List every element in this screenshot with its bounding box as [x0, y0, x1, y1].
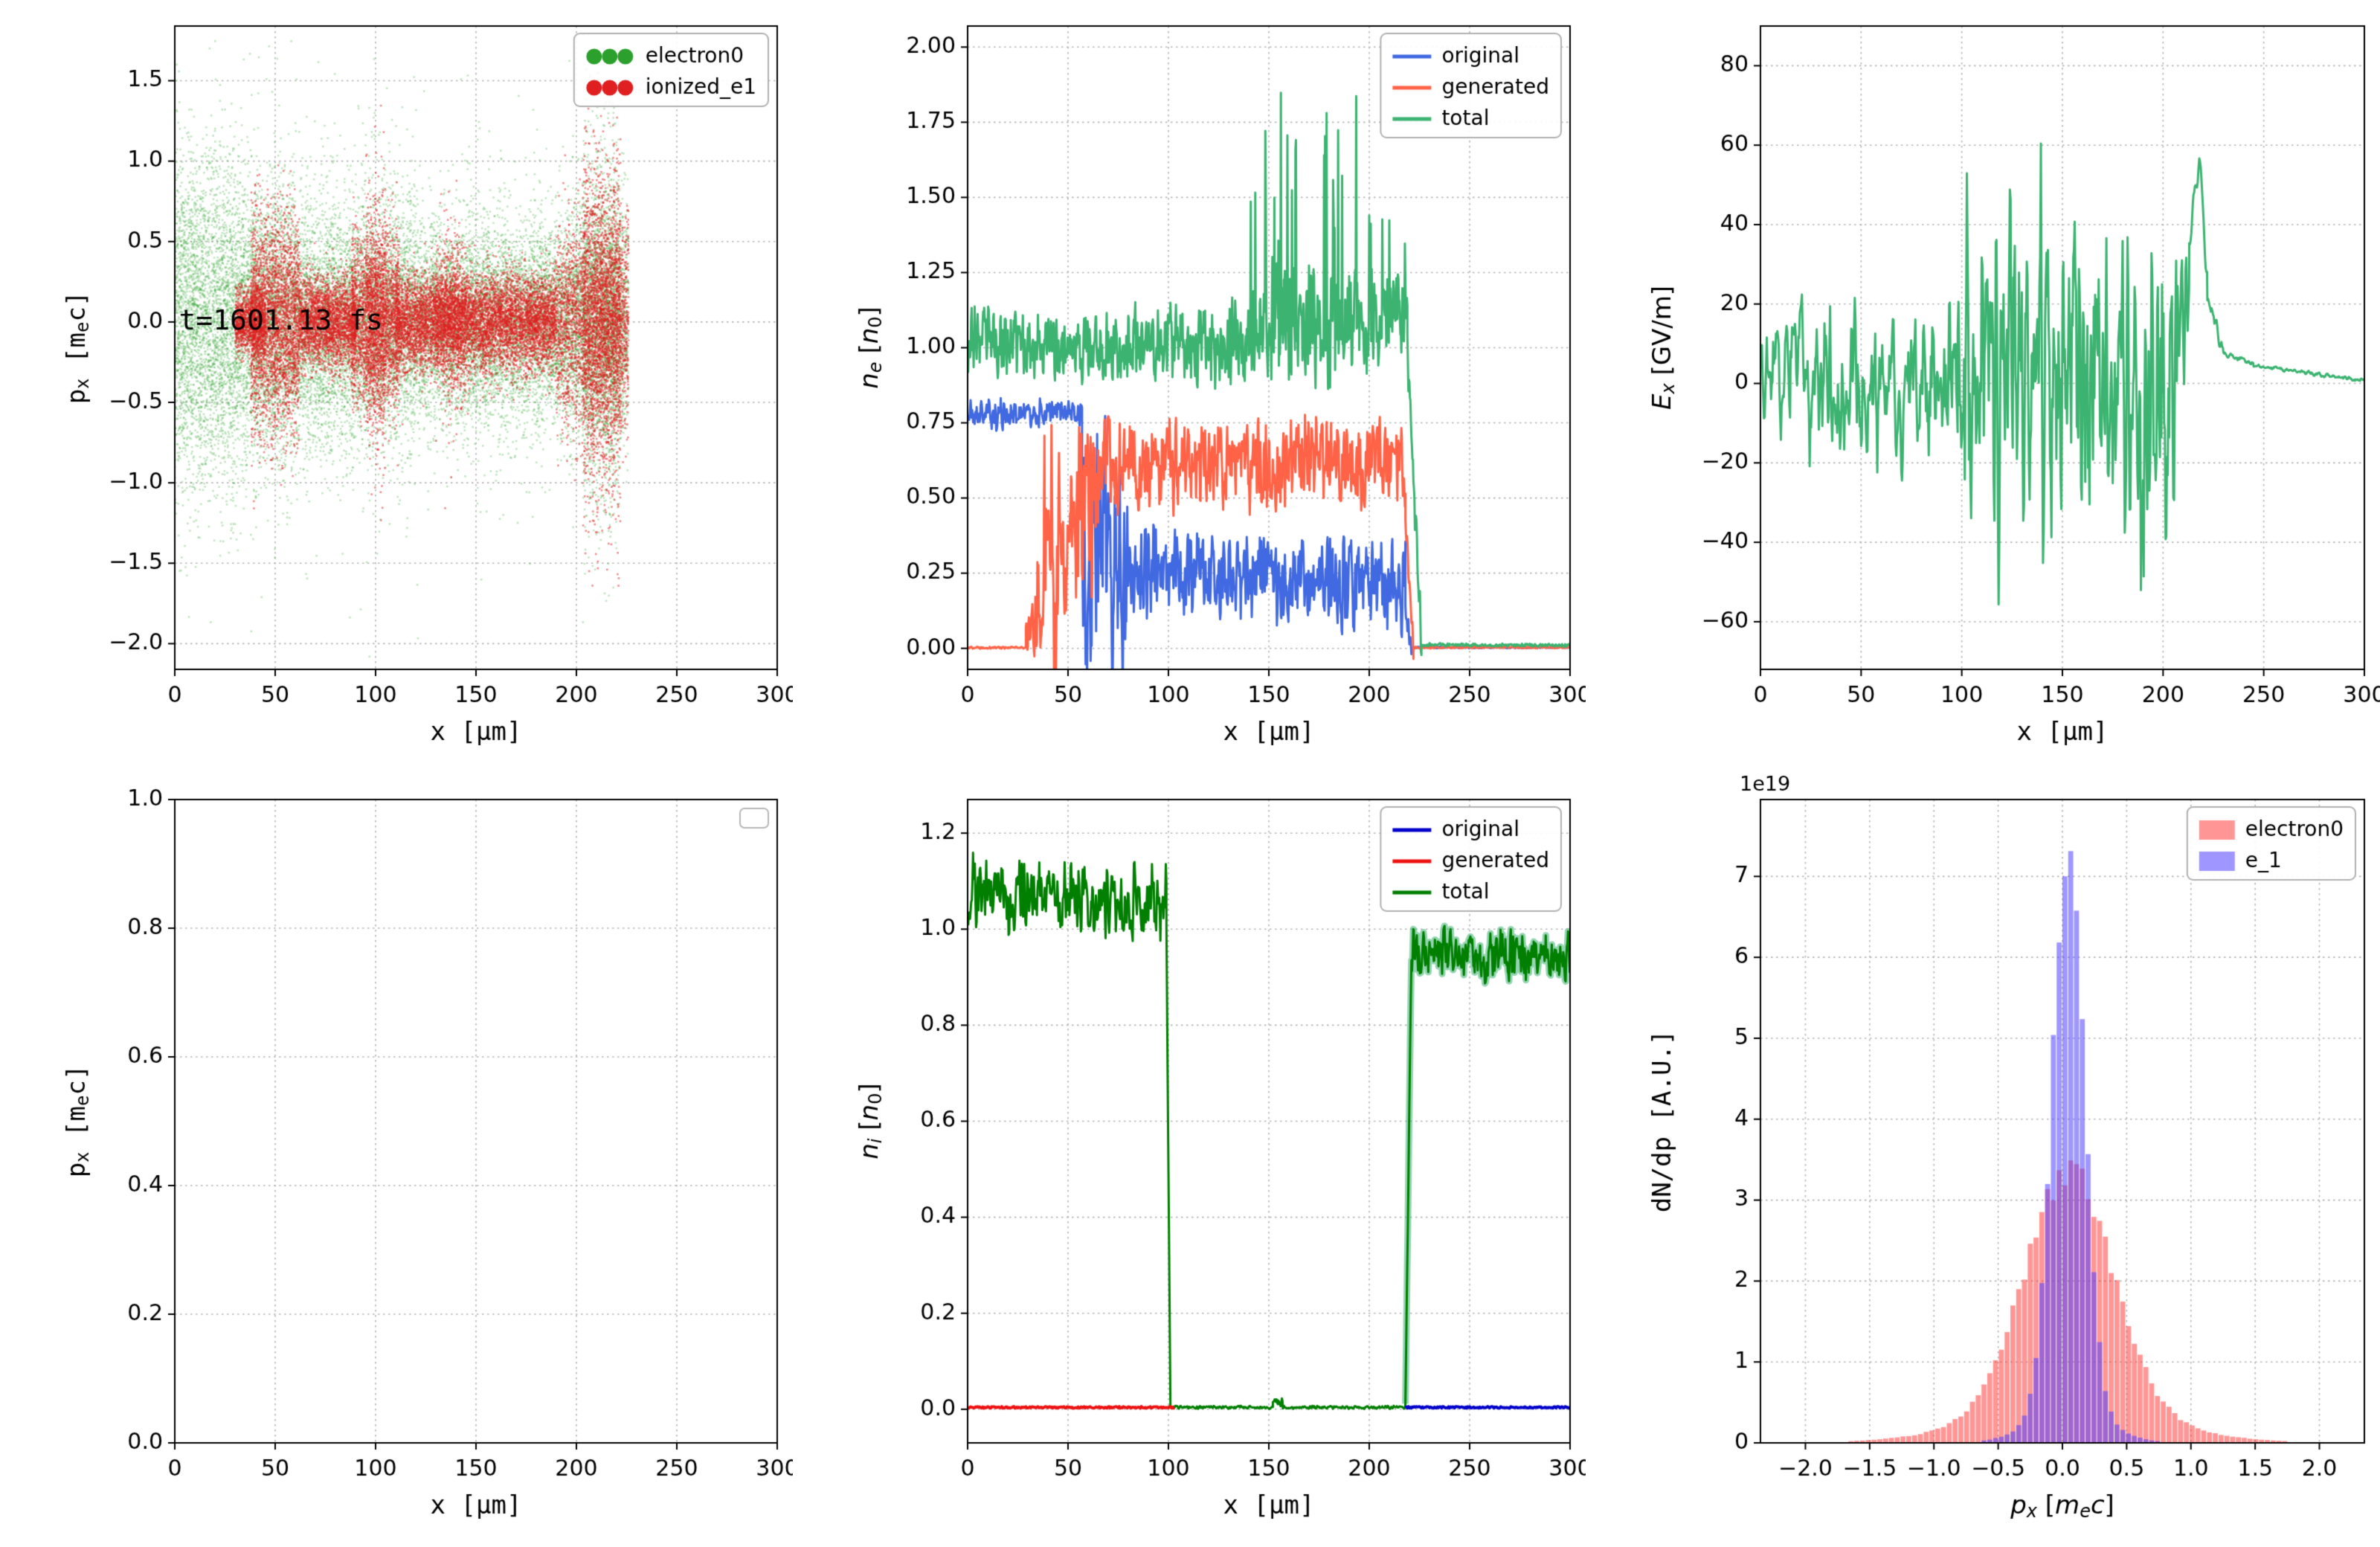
momentum-histogram-plot [1586, 774, 2380, 1547]
ion-density-plot [793, 774, 1586, 1547]
electron-density-plot [793, 0, 1586, 774]
phase-space-empty-plot [0, 774, 793, 1547]
phase-space-scatter-plot [0, 0, 793, 774]
efield-plot [1586, 0, 2380, 774]
